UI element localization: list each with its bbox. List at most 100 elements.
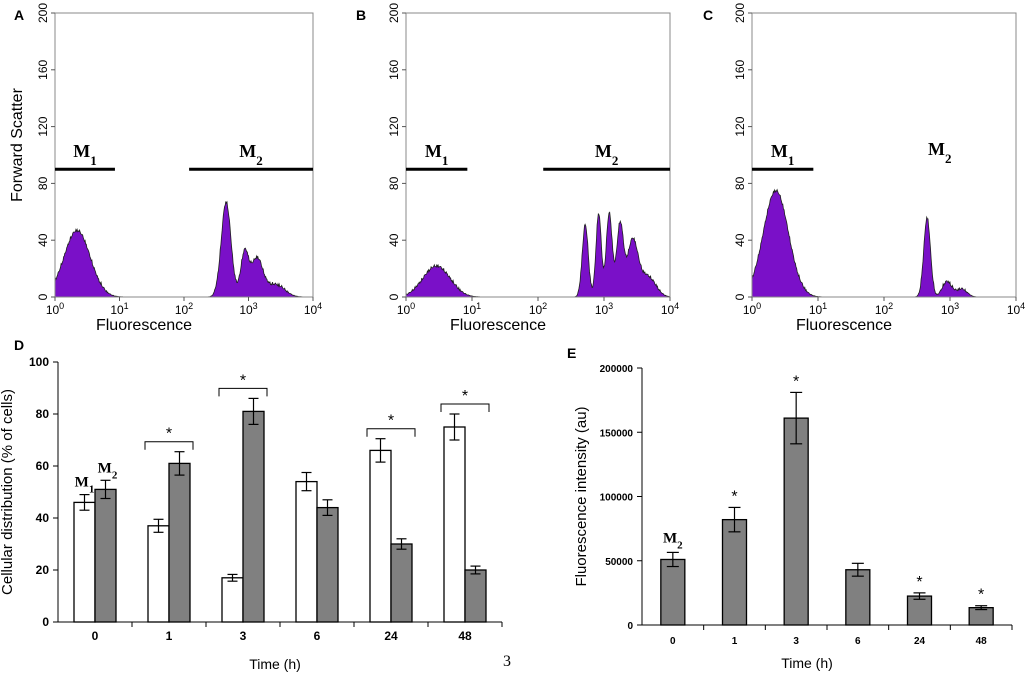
significance-bracket	[144, 441, 194, 450]
y-tick-label: 80	[36, 407, 50, 421]
x-tick-label: 100	[397, 301, 415, 317]
panel-letter: C	[703, 7, 713, 23]
y-tick-label: 40	[387, 233, 401, 247]
bar-m2-24h	[390, 543, 413, 623]
bar-m1-1h	[147, 525, 170, 623]
x-tick-label: 24	[384, 629, 398, 643]
series-label-m1: M1	[75, 475, 95, 496]
histogram-area	[751, 188, 1016, 298]
y-tick-label: 40	[36, 511, 50, 525]
histogram-panel-a: A 0 40 80 120 160 200 100 101 102 103 104 Fluorescen…	[9, 3, 322, 334]
x-tick-label: 0	[92, 629, 99, 643]
bar-m1-0h	[73, 501, 96, 623]
bar-m2-3h	[242, 410, 265, 623]
histogram-panel-c: C 0 40 80 120 160 200 100 101 102 103 104 Fluorescen…	[703, 3, 1025, 334]
bar-m2-6h	[316, 506, 339, 623]
y-axis-label: Cellular distribution (% of cells)	[0, 389, 16, 595]
x-tick-label: 1	[166, 629, 173, 643]
significance-star: *	[166, 426, 172, 443]
x-tick-label: 103	[941, 301, 959, 317]
page-number: 3	[503, 653, 511, 670]
y-tick-label: 160	[733, 59, 747, 79]
x-tick-label: 48	[458, 629, 472, 643]
y-tick-label: 80	[733, 176, 747, 190]
y-tick-label: 120	[36, 116, 50, 136]
bar-m2-48h	[464, 569, 487, 623]
bar-m2-48h	[968, 607, 994, 626]
x-axis-label: Fluorescence	[96, 317, 192, 334]
x-tick-label: 104	[661, 301, 679, 317]
y-tick-label: 100	[29, 355, 49, 369]
bar-m1-24h	[369, 449, 392, 623]
series-label-m2: M2	[98, 460, 118, 481]
x-tick-label: 100	[743, 301, 761, 317]
x-tick-label: 102	[875, 301, 893, 317]
x-tick-label: 6	[855, 636, 861, 647]
gate-label-m2: M2	[239, 141, 263, 168]
y-tick-label: 200	[733, 3, 747, 23]
y-tick-label: 200	[387, 3, 401, 23]
y-tick-label: 0	[42, 615, 49, 629]
gate-label-m2: M2	[928, 139, 952, 166]
gate-label-m1: M1	[425, 141, 449, 168]
x-tick-label: 24	[914, 636, 926, 647]
y-tick-label: 200	[36, 3, 50, 23]
bar-m1-3h	[221, 577, 244, 623]
y-tick-label: 150000	[600, 428, 634, 439]
y-tick-label: 20	[36, 563, 50, 577]
significance-bracket	[366, 428, 416, 437]
x-tick-label: 48	[976, 636, 988, 647]
bar-m2-24h	[906, 595, 933, 626]
y-tick-label: 0	[733, 293, 747, 300]
bar-panel-e: E 0 50000 100000 150000 200000 0 1 3 6 24 48 * * * * M2 T…	[567, 345, 1013, 671]
y-axis-label: Fluorescence intensity (au)	[573, 406, 590, 586]
x-tick-label: 6	[314, 629, 321, 643]
panel-letter: A	[14, 7, 24, 23]
y-tick-label: 200000	[600, 364, 634, 375]
x-axis-label: Time (h)	[249, 656, 301, 672]
x-tick-label: 103	[595, 301, 613, 317]
histogram-area	[54, 200, 313, 298]
series-label-m2: M2	[663, 530, 683, 551]
y-axis-label: Forward Scatter	[9, 87, 26, 201]
significance-star: *	[978, 587, 984, 604]
gate-label-m2: M2	[595, 141, 619, 168]
x-tick-label: 0	[670, 636, 676, 647]
significance-star: *	[462, 388, 468, 405]
significance-star: *	[916, 574, 922, 591]
bar-m1-6h	[295, 480, 318, 623]
x-tick-label: 104	[1007, 301, 1025, 317]
y-tick-label: 160	[36, 59, 50, 79]
histogram-area	[405, 211, 671, 298]
gate-label-m1: M1	[73, 141, 97, 168]
x-tick-label: 101	[809, 301, 827, 317]
bar-m2-1h	[168, 462, 191, 623]
panel-letter: B	[356, 7, 366, 23]
y-tick-label: 80	[36, 176, 50, 190]
bar-m2-0h	[94, 488, 117, 623]
y-tick-label: 50000	[605, 557, 633, 568]
significance-star: *	[731, 488, 737, 505]
bar-m2-0h	[660, 558, 686, 626]
y-tick-label: 120	[387, 116, 401, 136]
x-tick-label: 103	[239, 301, 257, 317]
x-axis-label: Fluorescence	[796, 317, 892, 334]
x-axis-label: Time (h)	[781, 655, 833, 671]
histogram-panel-b: B 0 40 80 120 160 200 100 101 102 103 104 Fluorescen…	[356, 3, 679, 334]
bar-m2-1h	[721, 518, 748, 626]
significance-bracket	[440, 403, 490, 412]
y-tick-label: 0	[627, 621, 633, 632]
x-tick-label: 102	[529, 301, 547, 317]
y-tick-label: 60	[36, 459, 50, 473]
y-tick-label: 100000	[600, 493, 634, 504]
x-tick-label: 101	[110, 301, 128, 317]
y-tick-label: 0	[36, 293, 50, 300]
x-tick-label: 100	[46, 301, 64, 317]
significance-bracket	[218, 387, 268, 397]
x-tick-label: 104	[304, 301, 322, 317]
gate-label-m1: M1	[771, 141, 795, 168]
significance-star: *	[388, 413, 394, 430]
y-tick-label: 40	[733, 233, 747, 247]
x-tick-label: 101	[463, 301, 481, 317]
